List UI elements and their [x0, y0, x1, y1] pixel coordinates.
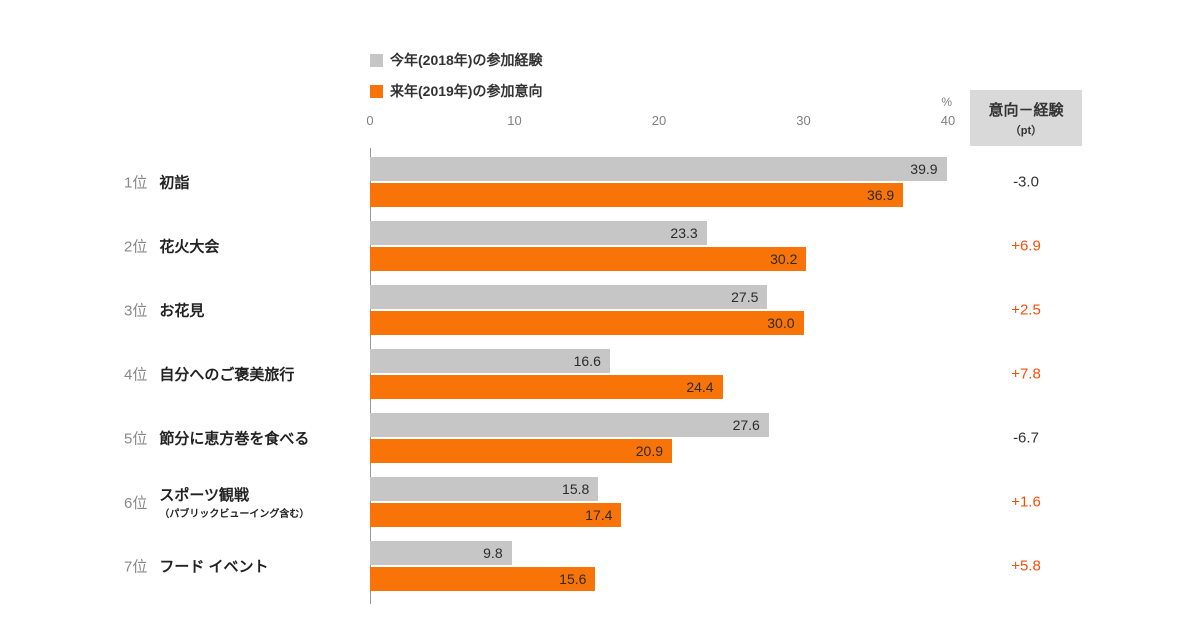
experience-bar: 15.8 [370, 477, 599, 501]
row-bars: 39.9 36.9 [370, 157, 948, 207]
diff-value: +2.5 [1011, 301, 1041, 319]
row-label: 花火大会 [159, 238, 220, 256]
intention-value: 30.2 [770, 251, 798, 267]
row-label: フード イベント [159, 558, 269, 576]
intention-bar: 36.9 [370, 183, 904, 207]
axis-tick: 20 [651, 113, 667, 128]
row-bars: 9.8 15.6 [370, 541, 948, 591]
legend-label-intention: 来年(2019年)の参加意向 [390, 83, 543, 99]
diff-header: 意向－経験 （pt） [970, 90, 1082, 146]
intention-value: 20.9 [635, 443, 663, 459]
row-rank: 5位 [124, 430, 148, 448]
experience-value: 15.8 [562, 481, 590, 497]
row-label-group: 4位 自分へのご褒美旅行 [124, 364, 364, 385]
row-label-group: 2位 花火大会 [124, 236, 364, 257]
experience-value: 27.6 [732, 417, 760, 433]
diff-value: +1.6 [1011, 493, 1041, 511]
row-label-wrap: 節分に恵方巻を食べる [159, 428, 309, 449]
experience-value: 16.6 [573, 353, 601, 369]
axis-tick: 40 [940, 113, 956, 128]
diff-value: +7.8 [1011, 365, 1041, 383]
row-label-group: 5位 節分に恵方巻を食べる [124, 428, 364, 449]
diff-value: -3.0 [1013, 173, 1039, 191]
legend-item-experience: 今年(2018年)の参加経験 [370, 50, 542, 70]
legend: 今年(2018年)の参加経験 来年(2019年)の参加意向 [370, 50, 542, 101]
axis-unit-label: % [941, 95, 952, 109]
experience-bar: 27.6 [370, 413, 769, 437]
experience-value: 23.3 [670, 225, 698, 241]
diff-value: -6.7 [1013, 429, 1039, 447]
diff-value: +6.9 [1011, 237, 1041, 255]
row-bars: 27.6 20.9 [370, 413, 948, 463]
intention-bar: 30.0 [370, 311, 804, 335]
row-label: スポーツ観戦 [159, 487, 250, 504]
row-label-group: 6位 スポーツ観戦 （パブリックビューイング含む） [124, 484, 364, 520]
row-bars: 27.5 30.0 [370, 285, 948, 335]
axis-ticks: % 0 10 20 30 40 [366, 95, 955, 131]
row-label-wrap: 花火大会 [159, 236, 219, 257]
row-rank: 3位 [124, 302, 148, 320]
row-label: 節分に恵方巻を食べる [159, 430, 310, 448]
intention-value: 17.4 [585, 507, 613, 523]
chart-row: 7位 フード イベント 9.8 15.6 +5.8 [0, 534, 1200, 598]
row-rank: 7位 [124, 558, 148, 576]
row-bars: 16.6 24.4 [370, 349, 948, 399]
row-rank: 6位 [124, 494, 148, 512]
intention-bar: 20.9 [370, 439, 672, 463]
chart-row: 4位 自分へのご褒美旅行 16.6 24.4 +7.8 [0, 342, 1200, 406]
chart-row: 1位 初詣 39.9 36.9 -3.0 [0, 150, 1200, 214]
experience-bar: 16.6 [370, 349, 610, 373]
row-label-wrap: 自分へのご褒美旅行 [159, 364, 294, 385]
experience-value: 27.5 [731, 289, 759, 305]
intention-bar: 17.4 [370, 503, 622, 527]
row-rank: 1位 [124, 174, 148, 192]
row-label-wrap: スポーツ観戦 （パブリックビューイング含む） [159, 484, 309, 520]
experience-value: 39.9 [910, 161, 938, 177]
row-label-wrap: 初詣 [159, 172, 189, 193]
chart-row: 6位 スポーツ観戦 （パブリックビューイング含む） 15.8 17.4 +1.6 [0, 470, 1200, 534]
diff-header-unit: （pt） [1009, 124, 1043, 137]
intention-value: 30.0 [767, 315, 795, 331]
row-label-wrap: フード イベント [159, 556, 268, 577]
intention-bar: 15.6 [370, 567, 596, 591]
row-sublabel: （パブリックビューイング含む） [159, 509, 310, 520]
axis-tick: 0 [366, 113, 374, 128]
rows: 1位 初詣 39.9 36.9 -3.0 2位 花火大会 23. [0, 150, 1200, 598]
experience-value: 9.8 [483, 545, 503, 561]
row-label: 自分へのご褒美旅行 [159, 366, 295, 384]
row-label-group: 7位 フード イベント [124, 556, 364, 577]
row-label-group: 3位 お花見 [124, 300, 364, 321]
row-bars: 23.3 30.2 [370, 221, 948, 271]
row-label: 初詣 [159, 174, 190, 192]
chart-row: 5位 節分に恵方巻を食べる 27.6 20.9 -6.7 [0, 406, 1200, 470]
diff-value: +5.8 [1011, 557, 1041, 575]
row-label-wrap: お花見 [159, 300, 204, 321]
legend-item-intention: 来年(2019年)の参加意向 [370, 81, 542, 101]
intention-bar: 30.2 [370, 247, 807, 271]
legend-swatch-intention [370, 84, 383, 98]
diff-header-title: 意向－経験 [988, 101, 1064, 119]
legend-label-experience: 今年(2018年)の参加経験 [390, 52, 543, 68]
intention-value: 15.6 [559, 571, 587, 587]
intention-value: 24.4 [686, 379, 714, 395]
row-label: お花見 [159, 302, 205, 320]
experience-bar: 39.9 [370, 157, 947, 181]
experience-bar: 23.3 [370, 221, 707, 245]
intention-value: 36.9 [866, 187, 895, 203]
row-rank: 4位 [124, 366, 148, 384]
row-bars: 15.8 17.4 [370, 477, 948, 527]
row-label-group: 1位 初詣 [124, 172, 364, 193]
row-rank: 2位 [124, 238, 148, 256]
axis-tick: 30 [796, 113, 811, 128]
chart-row: 2位 花火大会 23.3 30.2 +6.9 [0, 214, 1200, 278]
experience-bar: 9.8 [370, 541, 512, 565]
legend-swatch-experience [370, 53, 383, 67]
experience-bar: 27.5 [370, 285, 768, 309]
chart-row: 3位 お花見 27.5 30.0 +2.5 [0, 278, 1200, 342]
intention-bar: 24.4 [370, 375, 723, 399]
axis-tick: 10 [507, 113, 522, 128]
